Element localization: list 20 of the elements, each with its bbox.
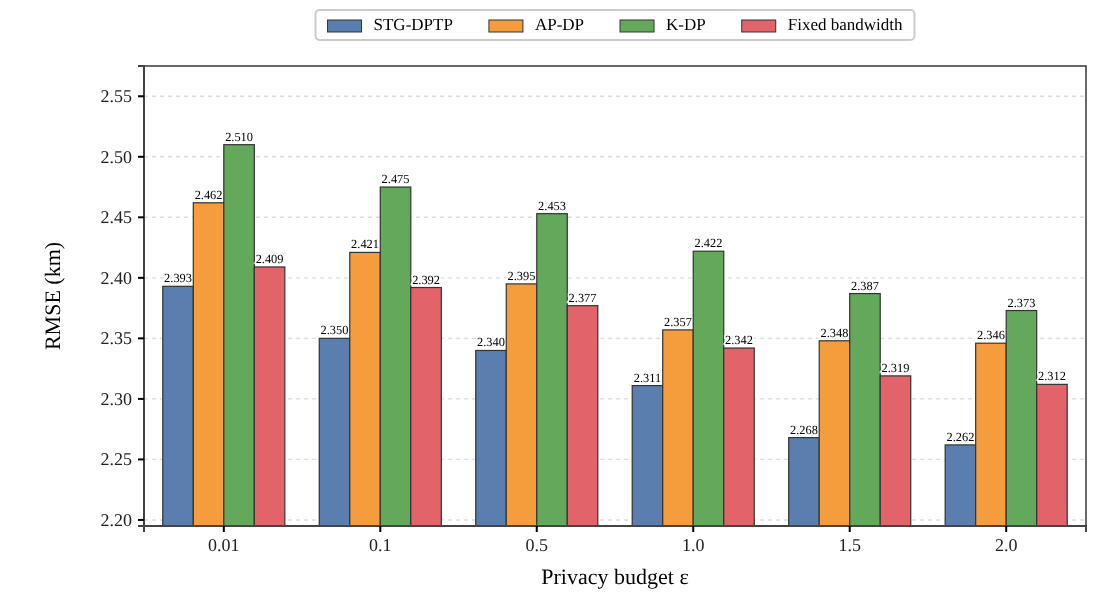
y-tick-label: 2.50 [100,146,133,167]
x-tick-label: 1.5 [838,534,862,555]
legend-label: K-DP [666,14,707,34]
x-axis-title: Privacy budget ε [541,566,690,590]
x-tick-label: 0.1 [369,534,392,555]
y-tick-label: 2.40 [100,267,133,288]
x-tick-label: 0.5 [525,534,550,555]
legend-label: STG-DPTP [373,14,454,34]
x-tick-label: 0.01 [208,534,240,555]
legend-label: Fixed bandwidth [787,14,904,34]
y-tick-label: 2.45 [100,207,133,228]
x-tick-label: 1.0 [681,534,706,555]
y-tick-label: 2.55 [100,86,133,107]
legend-label: AP-DP [534,14,585,34]
y-tick-label: 2.20 [100,509,133,530]
y-axis-title: RMSE (km) [42,241,66,351]
y-tick-label: 2.30 [100,388,133,409]
x-tick-label: 2.0 [994,534,1019,555]
y-tick-label: 2.25 [100,449,133,470]
y-tick-label: 2.35 [100,328,133,349]
